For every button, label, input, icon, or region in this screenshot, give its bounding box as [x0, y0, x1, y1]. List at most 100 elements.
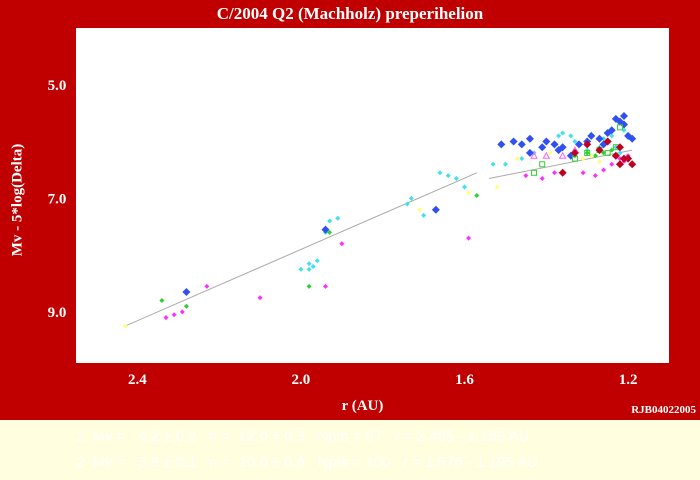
- chart-frame: 2.4 2.0 1.6 1.2 5.0 7.0 9.0 C/2004 Q2 (Machhol…: [9, 4, 696, 416]
- y-tick-label: 5.0: [48, 78, 67, 94]
- data-point-s3-5: [257, 295, 263, 301]
- data-point-s4-2: [183, 303, 189, 309]
- plot-area: [76, 28, 669, 363]
- data-point-s7-2: [542, 151, 551, 159]
- x-tick-label: 1.6: [455, 372, 474, 388]
- data-point-s1-17: [502, 161, 508, 167]
- data-point-s2-9: [542, 137, 551, 146]
- data-point-s1-5: [327, 218, 333, 224]
- data-point-s6-6: [604, 149, 611, 156]
- data-point-s6-2: [539, 161, 546, 168]
- data-point-s2-8: [538, 143, 547, 152]
- data-point-s4-3: [306, 283, 312, 289]
- data-point-s2-25: [620, 112, 629, 121]
- data-point-s1-22: [568, 133, 574, 139]
- data-point-s2-16: [595, 134, 604, 143]
- data-point-s5-3: [466, 190, 472, 196]
- data-point-s1-2: [310, 263, 316, 269]
- x-tick-label: 1.2: [619, 372, 638, 388]
- data-point-s3-7: [339, 241, 345, 247]
- data-point-s1-26: [601, 136, 607, 142]
- data-point-s3-3: [179, 309, 185, 315]
- fit-line-1: [124, 172, 477, 327]
- data-point-s3-2: [171, 312, 177, 318]
- data-point-s1-13: [445, 173, 451, 179]
- data-point-s1-20: [556, 133, 562, 139]
- data-point-s1-10: [408, 195, 414, 201]
- data-point-s2-4: [497, 140, 506, 149]
- data-point-s6-4: [584, 149, 591, 156]
- data-point-s5-6: [547, 150, 553, 156]
- data-point-s1-14: [453, 175, 459, 181]
- x-tick-label: 2.4: [128, 372, 147, 388]
- data-point-s2-26: [525, 148, 534, 157]
- data-point-s2-3: [431, 205, 440, 214]
- data-point-s2-7: [525, 134, 534, 143]
- scatter-chart: 2.4 2.0 1.6 1.2 5.0 7.0 9.0: [48, 28, 669, 388]
- data-point-s3-16: [617, 156, 623, 162]
- data-point-s1-23: [572, 139, 578, 145]
- fit-summary-line-1: 1 Mv = 4.2 ± 0.2 n = 12.0 ± 0.5 Npts = 6…: [76, 428, 530, 445]
- data-point-s8-9: [624, 154, 633, 163]
- data-point-s1-4: [306, 266, 312, 272]
- x-axis-label: r (AU): [341, 398, 384, 414]
- data-point-s1-11: [421, 212, 427, 218]
- fit-lines: [124, 149, 633, 327]
- data-point-s3-11: [551, 170, 557, 176]
- fit-summary-panel: 1 Mv = 4.2 ± 0.2 n = 12.0 ± 0.5 Npts = 6…: [0, 420, 700, 480]
- data-point-s2-2: [321, 225, 330, 234]
- data-point-s2-15: [587, 131, 596, 140]
- data-point-s2-1: [182, 288, 191, 297]
- data-point-s4-7: [584, 150, 590, 156]
- data-point-s5-2: [417, 207, 423, 213]
- data-point-s8-2: [570, 148, 579, 157]
- data-point-s2-24: [628, 134, 637, 143]
- chart-title: C/2004 Q2 (Machholz) preperihelion: [216, 4, 484, 23]
- data-point-s1-18: [519, 156, 525, 162]
- data-point-s1-28: [613, 144, 619, 150]
- data-point-s8-8: [620, 154, 629, 163]
- data-point-s8-4: [595, 146, 604, 155]
- data-point-s8-3: [583, 140, 592, 149]
- data-point-s3-8: [466, 235, 472, 241]
- data-point-s4-4: [327, 229, 333, 235]
- data-point-s8-7: [615, 143, 624, 152]
- data-point-s2-10: [550, 140, 559, 149]
- data-point-s5-5: [515, 156, 521, 162]
- data-point-s3-15: [609, 161, 615, 167]
- data-point-s1-3: [306, 261, 312, 267]
- data-points: [122, 112, 637, 329]
- data-point-s8-1: [558, 168, 567, 177]
- data-point-s1-30: [621, 127, 627, 133]
- data-point-s1-15: [462, 184, 468, 190]
- data-point-s2-6: [517, 140, 526, 149]
- fit-line-2: [488, 149, 633, 179]
- data-point-s1-1: [314, 258, 320, 264]
- data-point-s5-7: [580, 156, 586, 162]
- data-point-s1-29: [617, 150, 623, 156]
- data-point-s8-11: [615, 160, 624, 169]
- data-point-s2-13: [575, 140, 584, 149]
- data-point-s3-13: [592, 173, 598, 179]
- data-point-s4-5: [474, 193, 480, 198]
- data-point-s2-19: [607, 126, 616, 135]
- data-point-s3-14: [601, 167, 607, 173]
- data-point-s1-6: [335, 215, 341, 221]
- y-tick-label: 7.0: [48, 191, 67, 207]
- data-point-s1-16: [490, 161, 496, 167]
- data-point-s1-21: [560, 130, 566, 136]
- data-point-s3-4: [204, 283, 210, 289]
- data-point-s8-6: [611, 151, 620, 160]
- data-point-s8-5: [603, 137, 612, 146]
- data-point-s4-1: [159, 298, 165, 304]
- data-point-s2-27: [554, 146, 563, 155]
- data-point-s7-1: [530, 151, 538, 159]
- data-point-s5-4: [494, 184, 500, 190]
- data-point-s2-5: [509, 137, 518, 146]
- data-point-s1-27: [609, 133, 615, 139]
- data-point-s3-9: [523, 173, 529, 179]
- data-point-s7-3: [558, 151, 567, 159]
- data-point-s1-8: [298, 266, 304, 272]
- data-point-s6-8: [616, 124, 623, 131]
- data-point-s6-1: [531, 169, 538, 176]
